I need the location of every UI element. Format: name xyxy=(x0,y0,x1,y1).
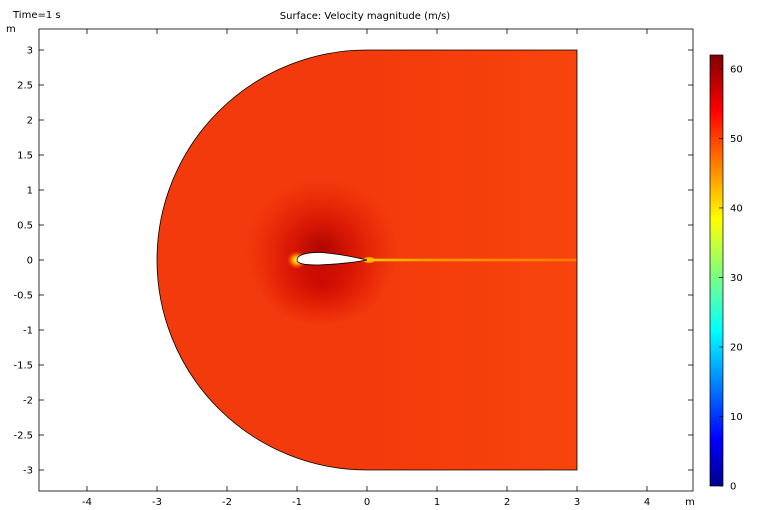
x-tick-label: 4 xyxy=(644,497,650,508)
plot-title: Surface: Velocity magnitude (m/s) xyxy=(279,11,451,22)
airfoil xyxy=(296,252,368,266)
x-tick-label: 3 xyxy=(574,497,580,508)
trailing-edge-glow xyxy=(363,257,375,263)
time-label: Time=1 s xyxy=(13,10,61,21)
x-axis-label: m xyxy=(685,497,695,508)
colorbar-tick-label: 40 xyxy=(730,203,743,214)
domain-outline xyxy=(156,49,578,471)
wake xyxy=(367,258,577,262)
y-axis-label: m xyxy=(6,24,16,35)
colorbar-gradient xyxy=(709,54,724,487)
colorbar-tick-label: 20 xyxy=(730,342,743,353)
x-tick-label: -4 xyxy=(82,497,92,508)
velocity-field xyxy=(156,49,578,471)
y-tick-label: 0.5 xyxy=(17,221,33,232)
y-tick-label: 2.5 xyxy=(17,81,33,92)
x-tick-label: 0 xyxy=(364,497,370,508)
colorbar: 0 10 20 30 40 50 60 xyxy=(709,54,743,493)
colorbar-tick-label: 30 xyxy=(730,273,743,284)
colorbar-tick-label: 50 xyxy=(730,134,743,145)
y-tick-label: -0.5 xyxy=(13,291,33,302)
y-tick-label: 1 xyxy=(27,186,33,197)
x-tick-label: 2 xyxy=(504,497,510,508)
y-tick-label: -3 xyxy=(23,466,33,477)
x-tick-label: 1 xyxy=(434,497,440,508)
x-tick-label: -3 xyxy=(152,497,162,508)
y-tick-label: -2 xyxy=(23,396,33,407)
x-tick-label: -1 xyxy=(292,497,302,508)
x-tick-label: -2 xyxy=(222,497,232,508)
colorbar-tick-label: 10 xyxy=(730,412,743,423)
colorbar-tick-label: 0 xyxy=(730,482,736,493)
colorbar-tick-label: 60 xyxy=(730,64,743,75)
y-tick-label: 3 xyxy=(27,46,33,57)
y-tick-label: 1.5 xyxy=(17,151,33,162)
y-tick-label: -1 xyxy=(23,326,33,337)
y-tick-label: 0 xyxy=(27,256,33,267)
y-tick-label: -2.5 xyxy=(13,431,33,442)
axis-ticks: -4 -3 -2 -1 0 1 2 3 4 m32.521.510.50-0.5-1-1.5-2-… xyxy=(6,24,695,508)
y-tick-label: 2 xyxy=(27,116,33,127)
y-tick-label: -1.5 xyxy=(13,361,33,372)
